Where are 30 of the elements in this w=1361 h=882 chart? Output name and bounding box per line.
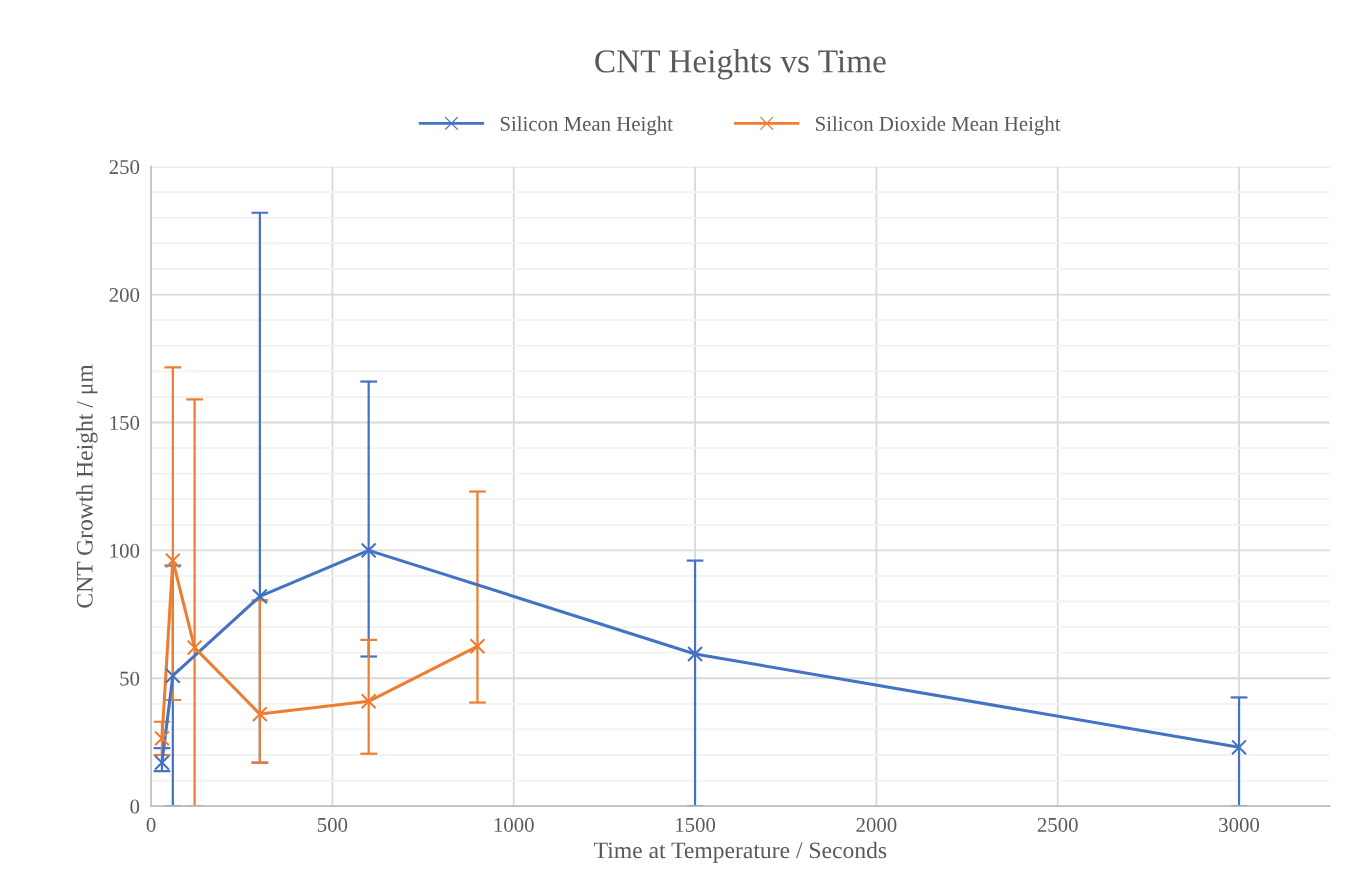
point	[186, 639, 203, 656]
x-tick-label: 3000	[1219, 817, 1260, 832]
x-tick-label: 0	[146, 817, 156, 832]
point	[164, 667, 181, 684]
legend-label: Silicon Dioxide Mean Height	[816, 116, 1061, 136]
y-tick-label: 250	[109, 160, 140, 175]
x-tick-label: 1500	[676, 817, 716, 832]
point	[360, 542, 377, 559]
x-tick-label: 2500	[1037, 817, 1078, 832]
y-tick-label: 200	[109, 287, 140, 303]
y-tick-label: 100	[110, 543, 140, 558]
point	[153, 730, 170, 747]
point	[1231, 739, 1248, 756]
point	[360, 693, 377, 710]
point	[153, 754, 170, 771]
x-tick-label: 2000	[856, 817, 897, 832]
point	[469, 638, 486, 655]
point	[687, 645, 704, 662]
legend-label: Silicon Mean Height	[500, 116, 673, 136]
point	[251, 588, 268, 605]
point	[251, 706, 268, 723]
x-tick-label: 1000	[494, 817, 534, 832]
y-tick-label: 150	[110, 415, 140, 430]
x-tick-label: 500	[317, 817, 348, 832]
y-tick-label: 0	[130, 799, 140, 814]
x-axis-title: Time at Temperature / Seconds	[594, 841, 887, 864]
chart-title: CNT Heights vs Time	[595, 49, 886, 80]
y-tick-label: 50	[120, 671, 140, 686]
y-axis-title: CNT Growth Height / μm	[76, 364, 98, 608]
point	[164, 552, 181, 569]
